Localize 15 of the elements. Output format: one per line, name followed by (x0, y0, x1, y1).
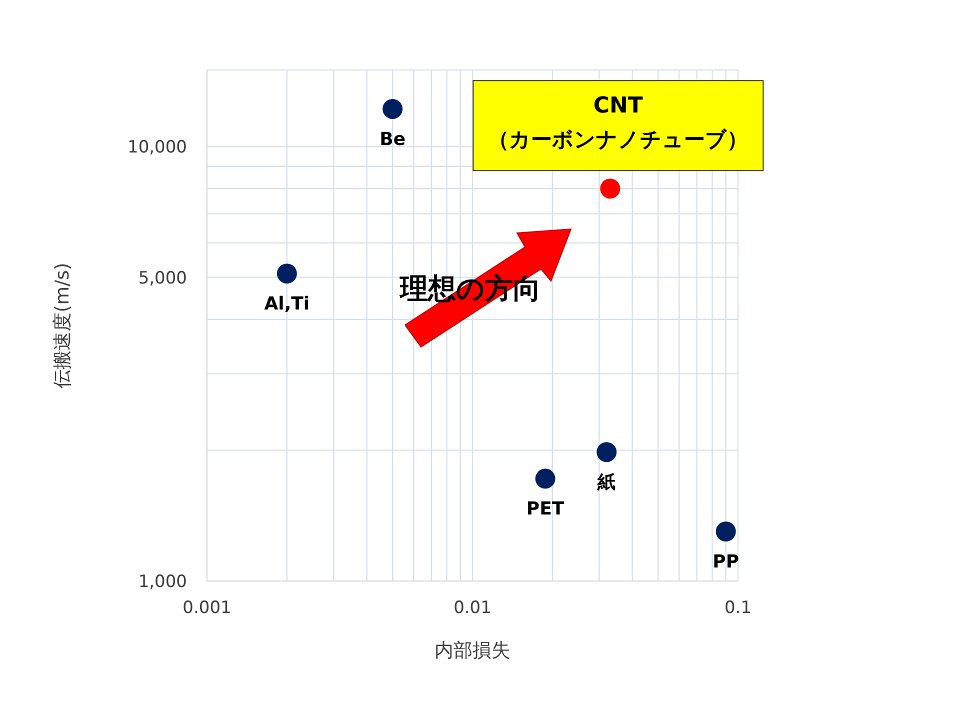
x-axis-title: 内部損失 (434, 639, 510, 662)
y-axis-title: 伝搬速度(m/s) (52, 262, 74, 388)
y-tick-label: 1,000 (138, 572, 187, 592)
annotation: CNT （カーボンナノチューブ） (488, 94, 748, 152)
x-tick-label: 0.001 (182, 598, 232, 618)
annotation: PET (526, 498, 565, 520)
annotation: 理想の方向 (400, 271, 541, 307)
y-tick-label: 5,000 (138, 268, 187, 288)
annotation: PP (712, 551, 740, 572)
annotation: Be (380, 128, 406, 150)
y-tick-label: 10,000 (128, 138, 187, 158)
annotation: Al,Ti (264, 294, 310, 315)
x-tick-label: 0.01 (454, 598, 492, 618)
x-tick-label: 0.1 (724, 598, 752, 618)
annotation: 紙 (596, 472, 616, 494)
